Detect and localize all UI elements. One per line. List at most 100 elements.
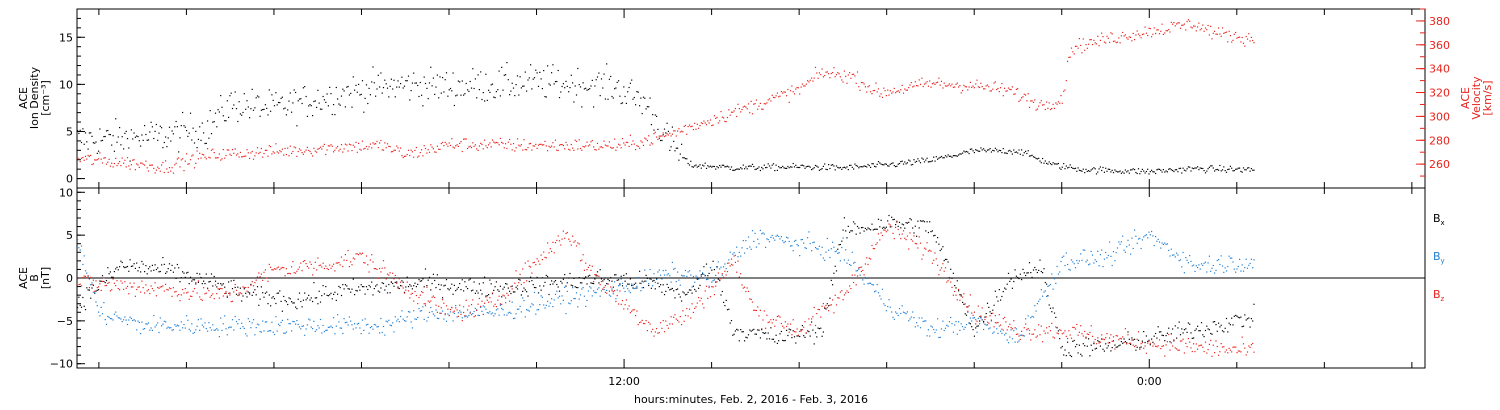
top-density-point [342, 88, 344, 90]
top-velocity-point [361, 140, 364, 142]
top-density-point [623, 86, 625, 88]
top-density-point [637, 91, 639, 93]
bottom-by-point [342, 332, 344, 334]
bottom-by-point [841, 246, 843, 249]
top-velocity-point [129, 168, 131, 170]
bottom-bz-point [990, 319, 992, 321]
bottom-bz-point [863, 274, 865, 276]
top-velocity-point [1216, 33, 1218, 35]
top-density-point [745, 166, 747, 168]
top-density-point [1084, 172, 1086, 174]
top-velocity-point [1004, 87, 1006, 89]
top-velocity-point [586, 141, 588, 143]
top-density-point [218, 111, 220, 113]
bottom-bz-point [561, 238, 563, 240]
top-density-point [808, 165, 810, 167]
top-velocity-point [607, 145, 609, 147]
bottom-bz-point [825, 304, 827, 307]
bottom-bz-point [866, 257, 868, 259]
bottom-bz-point [733, 255, 735, 257]
bottom-by-point [409, 311, 411, 313]
top-density-point [323, 99, 325, 101]
bottom-bz-point [856, 275, 859, 277]
top-density-point [811, 169, 813, 171]
top-density-point [515, 84, 517, 86]
top-velocity-point [695, 128, 697, 130]
bottom-bz-point [663, 331, 666, 333]
bottom-by-point [179, 329, 181, 331]
top-velocity-point [1010, 89, 1012, 91]
bottom-bx-point [510, 292, 512, 295]
bottom-by-point [549, 302, 551, 304]
bottom-bz-point [510, 286, 512, 288]
bottom-bx-point [1155, 332, 1157, 335]
top-density-point [993, 150, 995, 152]
bottom-bx-point [220, 283, 222, 285]
bottom-bx-point [457, 286, 459, 289]
top-density-point [201, 122, 203, 124]
top-velocity-point [1237, 36, 1239, 38]
bottom-by-point [470, 314, 473, 316]
bottom-bz-point [841, 290, 843, 292]
top-velocity-point [486, 147, 488, 149]
top-density-point [434, 93, 436, 95]
top-density-point [1028, 155, 1031, 157]
top-density-point [375, 95, 377, 97]
top-velocity-point [1114, 40, 1116, 42]
top-velocity-point [478, 145, 480, 147]
bottom-bz-point [490, 301, 492, 303]
top-velocity-point [495, 141, 497, 144]
top-density-point [579, 86, 582, 88]
bottom-bx-point [382, 282, 385, 285]
bottom-bx-point [247, 291, 249, 293]
axis-label-line: [cm⁻³] [39, 80, 52, 116]
top-density-point [1162, 169, 1164, 171]
bottom-by-point [226, 334, 228, 336]
bottom-bx-point [540, 289, 542, 291]
bottom-bz-point [947, 280, 949, 282]
bottom-bx-point [885, 226, 887, 228]
bottom-by-point [983, 328, 985, 331]
bottom-bz-point [783, 327, 785, 329]
bottom-bz-point [485, 296, 487, 298]
bottom-bz-point [1030, 339, 1032, 341]
top-velocity-point [230, 154, 232, 156]
top-density-point [1098, 168, 1100, 170]
bottom-bx-point [871, 223, 873, 225]
top-velocity-point [906, 89, 908, 91]
bottom-bz-point [237, 294, 239, 297]
top-velocity-point [620, 147, 622, 149]
bottom-bx-point [1017, 276, 1019, 279]
top-velocity-point [713, 115, 715, 117]
top-velocity-point [1038, 105, 1040, 107]
bottom-bz-point [379, 267, 381, 270]
bottom-bz-point [288, 272, 290, 274]
top-density-point [788, 167, 790, 169]
bottom-bz-point [644, 323, 646, 325]
top-velocity-point [983, 88, 985, 90]
bottom-bz-point [960, 294, 962, 296]
bottom-by-point [918, 317, 920, 319]
bottom-bx-point [1139, 347, 1141, 349]
bottom-by-point [627, 288, 629, 290]
bottom-by-point [820, 254, 822, 256]
bottom-bz-point [461, 320, 463, 322]
top-velocity-point [331, 145, 333, 147]
bottom-bx-point [275, 302, 277, 305]
top-velocity-point [1190, 26, 1192, 28]
top-density-point [591, 79, 593, 81]
top-density-point [708, 166, 710, 168]
bottom-bz-point [862, 269, 864, 271]
bottom-bz-point [1097, 337, 1099, 339]
bottom-bz-point [728, 262, 730, 264]
bottom-bx-point [901, 223, 903, 225]
top-density-point [460, 94, 462, 96]
top-velocity-point [684, 124, 687, 127]
bottom-bx-point [259, 298, 261, 300]
top-density-point [409, 99, 411, 101]
bottom-bz-point [384, 267, 386, 269]
top-density-point [896, 165, 898, 167]
bottom-bx-point [1223, 331, 1225, 333]
bottom-bz-point [486, 299, 488, 301]
top-velocity-point [640, 140, 642, 142]
